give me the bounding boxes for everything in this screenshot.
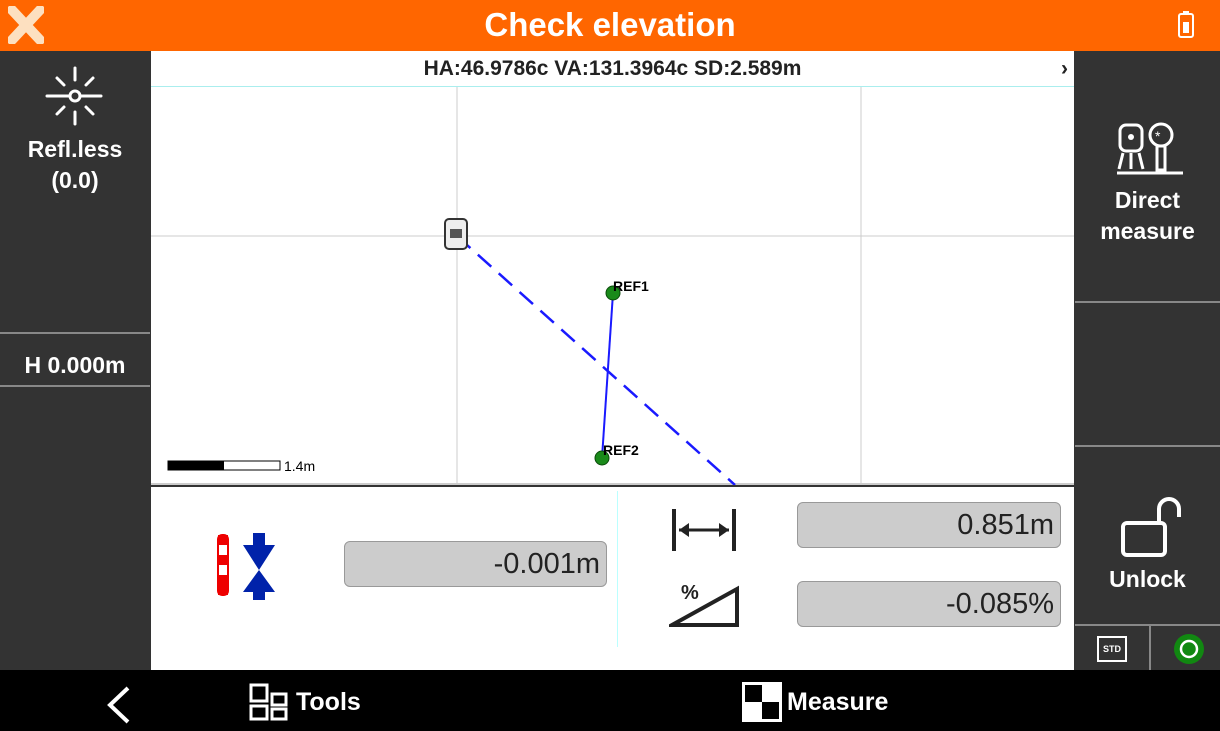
measure-button[interactable]: Measure [741,682,888,722]
divider [617,491,618,647]
back-icon[interactable] [106,686,132,724]
point-label-ref2: REF2 [603,442,639,458]
point-ref2 [594,450,610,466]
tools-label: Tools [296,687,361,716]
bottom-nav: Tools Measure [0,670,1220,731]
divider [1075,301,1220,303]
unlock-button[interactable]: Unlock [1075,447,1220,624]
tools-button[interactable]: Tools [248,682,361,722]
std-mode-button[interactable]: STD [1097,636,1127,662]
unlock-label: Unlock [1109,566,1186,592]
status-target-icon[interactable] [1173,633,1205,665]
measure-icon [742,682,782,722]
point-label-ref1: REF1 [613,278,649,294]
page-title: Check elevation [484,6,736,43]
distance-field: 0.851m [797,502,1061,548]
battery-icon [1178,11,1194,38]
scale-label: 1.4m [284,458,316,474]
tools-grid-icon [249,683,288,721]
map-canvas[interactable] [151,51,1074,485]
divider [0,385,150,387]
mode-value: (0.0) [51,167,99,193]
ref-line [601,292,614,459]
direct-measure-label: Direct measure [1100,187,1195,244]
measurement-text: HA:46.9786c VA:131.3964c SD:2.589m [423,57,802,80]
height-difference-icon [217,533,275,600]
slope-field: -0.085% [797,581,1061,627]
instrument-icon [444,218,468,250]
point-ref1 [605,285,621,301]
title-bar: Check elevation [0,0,1220,51]
mode-label: Refl.less [27,136,123,162]
x-logo-icon[interactable] [8,6,44,44]
horizontal-distance-icon [672,509,736,551]
results-panel: -0.001m 0.851m % -0.085% [151,487,1074,670]
chevron-right-icon[interactable]: › [1061,57,1068,80]
reflectorless-button[interactable]: Refl.less (0.0) [0,51,150,331]
height-difference-field: -0.001m [344,541,607,587]
map-view[interactable]: REF1 REF2 1.4m [151,51,1074,485]
svg-text:%: % [681,582,699,604]
measure-label: Measure [787,687,889,716]
empty-button[interactable] [1075,303,1220,445]
divider [1075,445,1220,447]
left-panel: Refl.less (0.0) H 0.000m [0,51,150,670]
measurement-info[interactable]: HA:46.9786c VA:131.3964c SD:2.589m › [151,51,1074,87]
svg-text:*: * [1155,128,1161,144]
total-station-prism-icon: * [1117,122,1183,175]
unlock-icon [1121,497,1181,557]
slope-percent-icon: % [669,582,739,627]
laser-icon [45,66,103,126]
right-panel: * Direct measure Unlock STD [1075,51,1220,670]
height-button[interactable]: H 0.000m [24,352,126,378]
sight-line [456,235,736,485]
divider [0,332,150,334]
direct-measure-button[interactable]: * Direct measure [1075,51,1220,301]
divider [1075,624,1220,626]
divider [1149,626,1151,670]
